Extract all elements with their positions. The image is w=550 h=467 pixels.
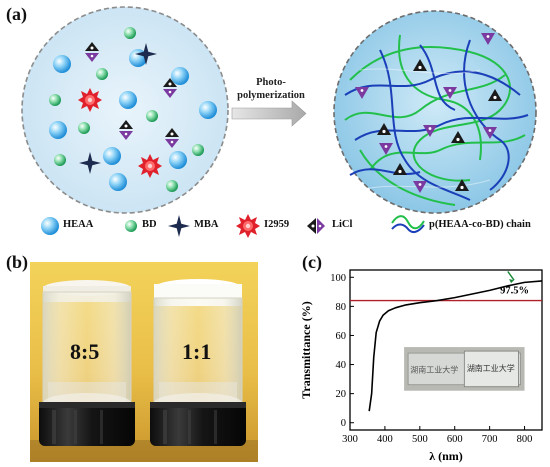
panel-label-c: (c) (302, 252, 322, 272)
legend-licl-label: LiCl (332, 219, 353, 230)
y-tick-label: 40 (336, 360, 347, 371)
x-tick-label: 800 (517, 434, 533, 445)
chart-frame (349, 269, 543, 431)
panel-label-a: (a) (6, 4, 27, 24)
legend-chain-label: p(HEAA-co-BD) chain (429, 219, 531, 230)
annotation-label: 97.5% (500, 285, 529, 296)
transmittance-chart: 湖南工业大学 湖南工业大学 300 400 500 600 700 800 0 20 40 60 80… (299, 269, 543, 463)
chart-lines (350, 280, 543, 412)
x-tick-label: 700 (482, 434, 498, 445)
arrow-label-line2: polymerization (237, 90, 305, 101)
plot-frame (349, 269, 543, 431)
y-tick-label: 100 (330, 273, 346, 284)
annotation-arrow-head (509, 279, 515, 284)
vial-1-1 (150, 279, 246, 446)
panel-label-b: (b) (6, 252, 28, 272)
legend-symbols (41, 214, 425, 238)
transmittance-curve (368, 280, 543, 412)
vial-ratio-1-1: 1:1 (182, 339, 212, 364)
x-axis-label: λ (nm) (429, 449, 463, 463)
legend-heaa-label: HEAA (63, 219, 94, 230)
vial-ratio-8-5: 8:5 (70, 339, 100, 364)
vial-8-5 (39, 280, 135, 446)
annotation-arrow (507, 271, 515, 281)
photopolymerization-arrow (231, 100, 307, 127)
inset-gel-sample (463, 350, 519, 388)
inset-text-left: 湖南工业大学 (410, 364, 458, 374)
y-axis-label: Transmittance (%) (299, 301, 313, 398)
cuvette-inset-photo: 湖南工业大学 湖南工业大学 (404, 347, 525, 391)
legend-i2959-label: I2959 (264, 219, 290, 230)
legend-mba-label: MBA (194, 219, 219, 230)
x-tick-label: 500 (412, 434, 428, 445)
y-tick-label: 60 (336, 331, 347, 342)
x-tick-label: 400 (377, 434, 393, 445)
panel-a-scheme (21, 6, 537, 238)
y-tick-label: 20 (336, 389, 347, 400)
chart-annotation: 97.5% (500, 271, 529, 296)
x-tick-label: 600 (447, 434, 463, 445)
hydrogel-network-circle (333, 10, 537, 214)
y-tick-label: 80 (336, 302, 347, 313)
inset-text-right: 湖南工业大学 (467, 363, 515, 373)
arrow-label: Photo- polymerization (237, 76, 305, 102)
x-tick-label: 300 (342, 434, 358, 445)
arrow-label-line1: Photo- (256, 77, 286, 88)
chart-axis-labels: λ (nm) Transmittance (%) (299, 301, 463, 463)
monomer-solution-circle (21, 6, 229, 214)
legend-bd-label: BD (142, 219, 157, 230)
chart-ticks: 300 400 500 600 700 800 0 20 40 60 80 100 (330, 273, 532, 445)
y-tick-label: 0 (341, 418, 346, 429)
vial-photo (30, 262, 258, 462)
